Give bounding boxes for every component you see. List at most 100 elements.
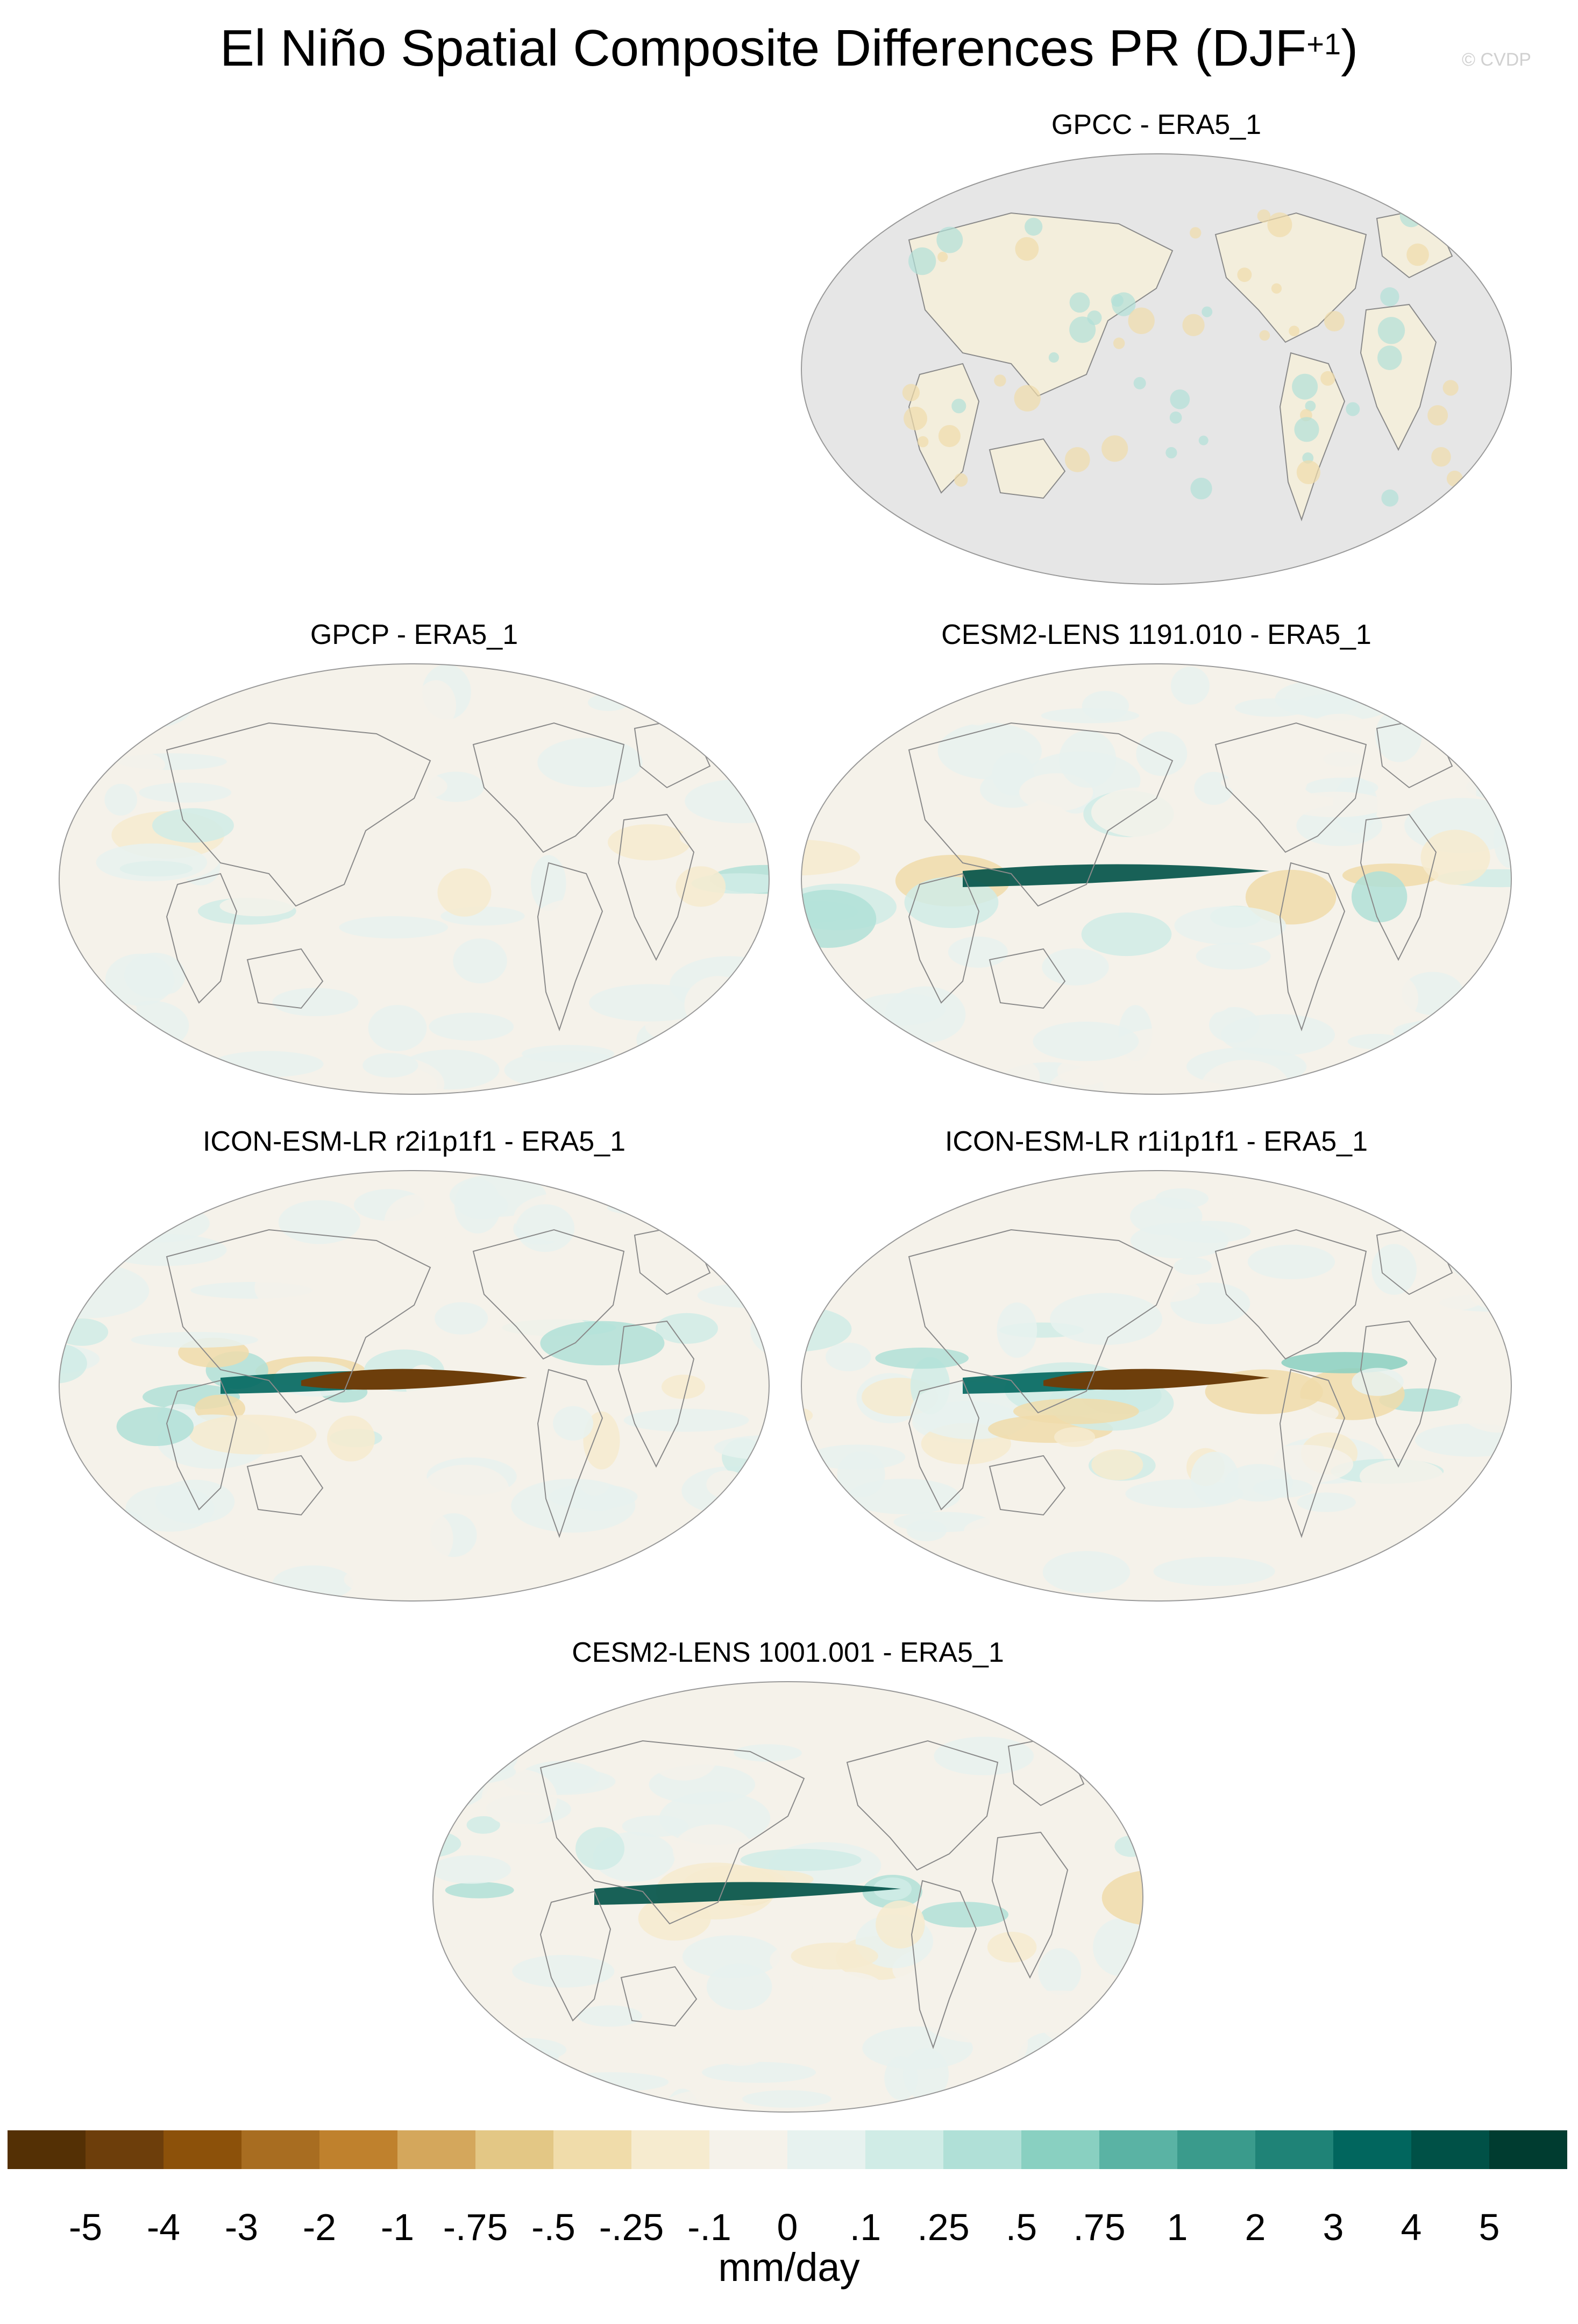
anomaly-patch	[948, 936, 1008, 968]
anomaly-patch	[1359, 1459, 1444, 1494]
coastline	[991, 1831, 1069, 1979]
anomaly-patch	[414, 1513, 453, 1564]
anomaly-patch	[1091, 787, 1196, 838]
anomaly-patch	[1393, 1021, 1468, 1042]
anomaly-patch	[1305, 400, 1316, 412]
anomaly-patch	[1042, 1551, 1131, 1593]
anomaly-patch	[1296, 460, 1321, 484]
anomaly-patch	[1013, 1398, 1139, 1425]
anomaly-patch	[875, 1348, 969, 1369]
anomaly-patch	[1377, 345, 1402, 370]
anomaly-patch	[272, 988, 359, 1017]
anomaly-patch	[1371, 1244, 1417, 1295]
anomaly-patch	[1324, 310, 1345, 332]
anomaly-patch	[114, 1204, 210, 1243]
colorbar-swatch	[865, 2130, 944, 2169]
anomaly-patch	[1297, 1492, 1356, 1512]
anomaly-patch	[553, 1406, 594, 1441]
anomaly-patch	[1050, 1065, 1176, 1094]
anomaly-patch	[445, 1882, 514, 1898]
colorbar-swatch	[1333, 2130, 1412, 2169]
map-cesm2-1001	[432, 1681, 1143, 2113]
colorbar-tick-label: .1	[849, 2206, 882, 2248]
anomaly-patch	[326, 768, 447, 805]
anomaly-patch	[358, 711, 403, 750]
anomaly-patch	[801, 684, 844, 741]
anomaly-patch	[740, 1848, 862, 1871]
anomaly-patch	[835, 1559, 923, 1601]
anomaly-patch	[1124, 1277, 1200, 1303]
anomaly-patch	[964, 1513, 1086, 1547]
anomaly-patch	[1297, 1046, 1412, 1085]
anomaly-patch	[701, 2061, 816, 2083]
coastline	[1279, 862, 1346, 1032]
anomaly-patch	[175, 1079, 209, 1094]
coastline	[472, 722, 625, 853]
colorbar-tick-label: -5	[68, 2206, 103, 2248]
panel-cesm2-1001: CESM2-LENS 1001.001 - ERA5_1	[417, 1635, 1159, 2141]
anomaly-patch	[344, 1561, 470, 1598]
anomaly-patch	[466, 1816, 500, 1834]
anomaly-patch	[537, 738, 643, 788]
map-outline	[59, 663, 770, 1095]
anomaly-patch	[706, 1963, 772, 2010]
anomaly-patch	[1446, 470, 1463, 487]
anomaly-patch	[655, 1313, 718, 1344]
anomaly-patch	[1025, 217, 1043, 236]
anomaly-patch	[1289, 325, 1300, 337]
anomaly-patch	[139, 782, 232, 803]
anomaly-patch	[553, 2072, 669, 2092]
anomaly-patch	[1353, 1513, 1415, 1537]
panel-cesm2-1191: CESM2-LENS 1191.010 - ERA5_1	[785, 618, 1527, 1123]
anomaly-patch	[416, 680, 457, 731]
anomaly-patch	[679, 827, 728, 848]
colorbar-swatch	[1099, 2130, 1178, 2169]
anomaly-patch	[816, 735, 908, 774]
coastline	[908, 1229, 1174, 1414]
anomaly-patch	[115, 1001, 189, 1051]
colorbar-tick-label: 5	[1479, 2206, 1500, 2248]
anomaly-patch	[812, 1972, 883, 2002]
coastline	[1360, 1320, 1437, 1468]
anomaly-patch	[1198, 435, 1209, 445]
anomaly-patch	[540, 1321, 665, 1365]
anomaly-patch	[709, 2026, 772, 2066]
anomaly-patch	[368, 1005, 427, 1051]
anomaly-patch	[1136, 731, 1188, 776]
anomaly-patch	[1346, 402, 1360, 416]
colorbar-tick-label: -2	[302, 2206, 337, 2248]
anomaly-patch	[1232, 1174, 1319, 1213]
anomaly-patch	[801, 1068, 811, 1094]
anomaly-patch	[1460, 1583, 1511, 1601]
anomaly-patch	[1478, 1207, 1511, 1236]
anomaly-patch	[435, 1302, 488, 1335]
coastline	[539, 1740, 805, 1925]
figure-title: El Niño Spatial Composite Differences PR…	[219, 19, 1359, 77]
anomaly-patch	[516, 1204, 575, 1252]
anomaly-patch	[665, 2089, 760, 2112]
anomaly-patch	[702, 1021, 769, 1053]
anomaly-patch	[219, 896, 295, 917]
colorbar-tick-label: -4	[146, 2206, 181, 2248]
anomaly-patch	[607, 824, 691, 861]
coastline	[1214, 1229, 1367, 1360]
anomaly-patch	[273, 1565, 354, 1601]
anomaly-patch	[706, 1470, 748, 1499]
anomaly-patch	[1220, 1014, 1335, 1056]
anomaly-patch	[1033, 1021, 1139, 1061]
anomaly-patch	[589, 1712, 643, 1762]
anomaly-patch	[1081, 1690, 1143, 1709]
anomaly-patch	[1381, 489, 1399, 507]
coastline	[620, 1966, 698, 2027]
colorbar-swatch	[164, 2130, 242, 2169]
anomaly-patch	[607, 1200, 702, 1216]
anomaly-patch	[1064, 447, 1090, 472]
anomaly-patch	[1380, 287, 1399, 307]
anomaly-patch	[1430, 202, 1455, 228]
anomaly-patch	[1352, 1368, 1404, 1396]
anomaly-patch	[433, 2082, 485, 2112]
coastline	[617, 813, 695, 961]
anomaly-patch	[904, 876, 999, 929]
anomaly-patch	[676, 866, 726, 907]
anomaly-patch	[632, 1511, 736, 1564]
